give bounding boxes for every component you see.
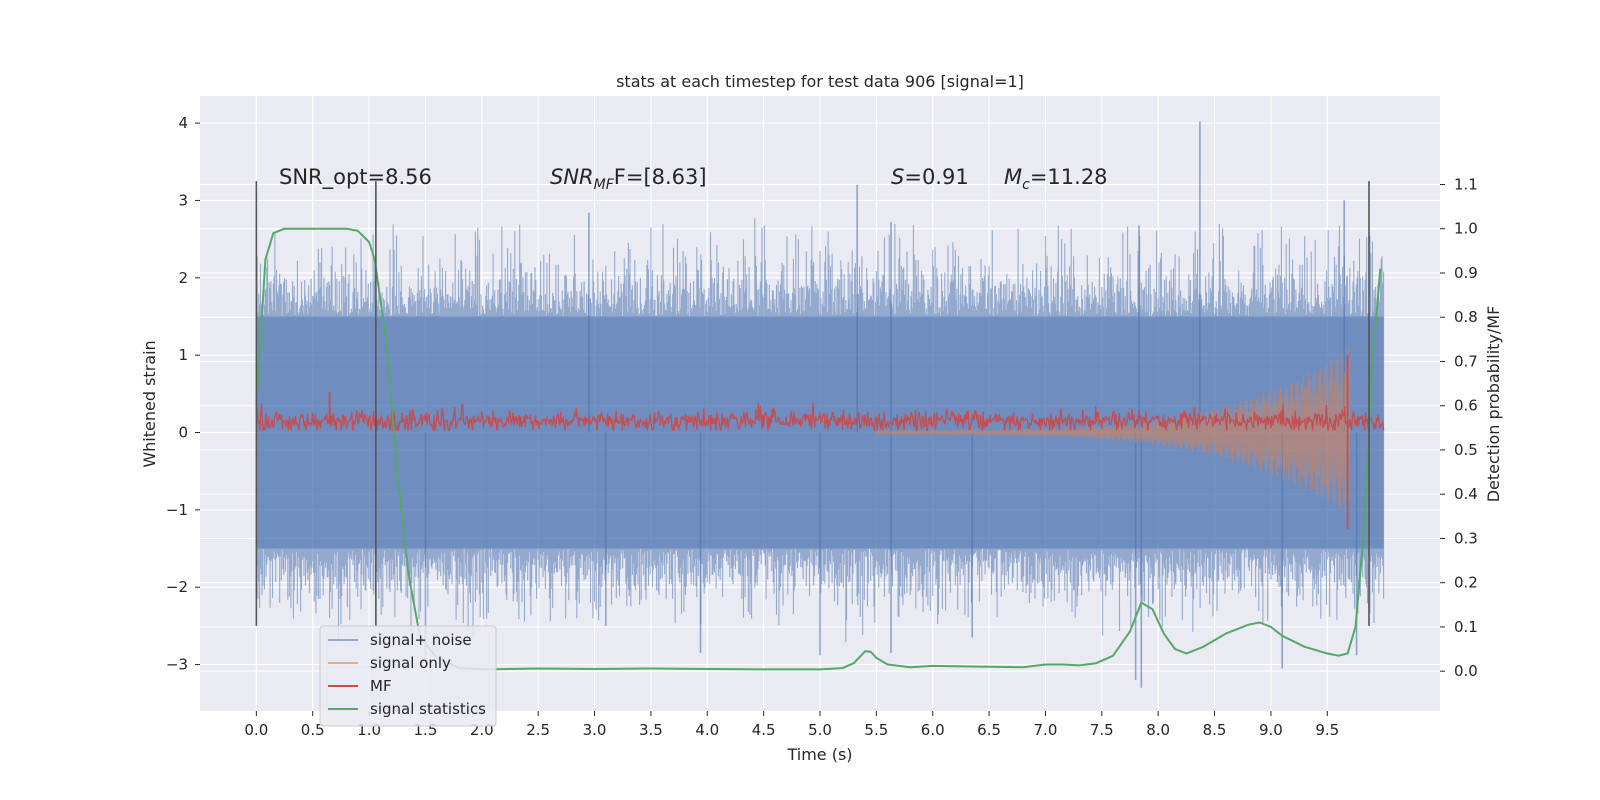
signal-statistics-line <box>255 227 1382 671</box>
y-right-axis-label: Detection probability/MF <box>1484 306 1503 503</box>
vertical-markers <box>255 181 1370 626</box>
x-tick-label: 3.5 <box>639 721 663 739</box>
annotation-snr-mf-subscript: MF <box>594 177 615 193</box>
y-right-tick-label: 0.4 <box>1454 485 1478 503</box>
y-right-tick-label: 0.7 <box>1454 352 1478 370</box>
y-right-tick-label: 0.6 <box>1454 397 1478 415</box>
x-tick-label: 9.5 <box>1315 721 1339 739</box>
x-tick-label: 8.0 <box>1146 721 1170 739</box>
x-tick-label: 0.0 <box>244 721 268 739</box>
chart-title: stats at each timestep for test data 906… <box>616 72 1024 91</box>
annotation-snr-mf-symbol: SNR <box>550 165 594 189</box>
x-axis-label: Time (s) <box>786 745 852 764</box>
y-tick-label: 3 <box>178 191 188 209</box>
x-tick-label: 5.5 <box>864 721 888 739</box>
y-right-tick-label: 0.3 <box>1454 529 1478 547</box>
x-tick-label: 9.0 <box>1259 721 1283 739</box>
annotation-mc-symbol: M <box>1004 165 1022 189</box>
annotation-s-value: =0.91 <box>904 165 968 189</box>
mf-line <box>255 402 1385 431</box>
legend: signal+ noise signal only MF signal stat… <box>319 625 497 727</box>
annotation-s-symbol: S <box>891 165 904 189</box>
x-tick-label: 4.5 <box>752 721 776 739</box>
x-tick-label: 6.5 <box>977 721 1001 739</box>
annotation-mc-subscript: c <box>1022 177 1030 193</box>
annotation-s: S=0.91 <box>891 165 969 189</box>
x-tick-label: 3.0 <box>583 721 607 739</box>
y-tick-label: 0 <box>178 424 188 442</box>
legend-box <box>319 625 497 727</box>
y-right-tick-label: 0.0 <box>1454 662 1478 680</box>
y-right-tick-label: 0.8 <box>1454 308 1478 326</box>
x-tick-label: 4.0 <box>695 721 719 739</box>
y-tick-label: −2 <box>166 578 188 596</box>
x-tick-label: 7.0 <box>1034 721 1058 739</box>
annotation-mc: Mc=11.28 <box>1004 165 1108 193</box>
y-tick-label: 4 <box>178 114 188 132</box>
y-right-tick-label: 0.1 <box>1454 618 1478 636</box>
y-axis-label: Whitened strain <box>140 340 159 467</box>
legend-label-signal-noise: signal+ noise <box>370 631 472 649</box>
y-right-tick-label: 0.5 <box>1454 441 1478 459</box>
y-tick-label: −3 <box>166 656 188 674</box>
annotation-snr-opt: SNR_opt=8.56 <box>279 165 432 190</box>
legend-label-signal-only: signal only <box>370 654 451 672</box>
annotation-snr-mf-value: F=[8.63] <box>614 165 707 189</box>
x-tick-label: 2.5 <box>526 721 550 739</box>
x-tick-label: 5.0 <box>808 721 832 739</box>
x-tick-label: 7.5 <box>1090 721 1114 739</box>
x-tick-label: 6.0 <box>921 721 945 739</box>
x-tick-label: 0.5 <box>301 721 325 739</box>
signal-only-line <box>875 348 1351 515</box>
y-tick-label: −1 <box>166 501 188 519</box>
y-tick-label: 1 <box>178 346 188 364</box>
y-right-tick-label: 0.2 <box>1454 574 1478 592</box>
annotation-mc-value: =11.28 <box>1030 165 1108 189</box>
y-right-tick-label: 1.1 <box>1454 175 1478 193</box>
annotation-snr-mf: SNRMFF=[8.63] <box>550 165 707 193</box>
series-layer <box>255 121 1385 688</box>
tick-labels: 0.0 0.5 1.0 1.5 2.0 2.5 3.0 3.5 4.0 4.5 5.0 5.5 6.0 6… <box>166 114 1478 739</box>
x-tick-label: 8.5 <box>1203 721 1227 739</box>
y-tick-label: 2 <box>178 269 188 287</box>
y-right-tick-label: 0.9 <box>1454 264 1478 282</box>
y-right-tick-label: 1.0 <box>1454 220 1478 238</box>
legend-label-mf: MF <box>370 677 392 695</box>
legend-label-signal-statistics: signal statistics <box>370 700 486 718</box>
